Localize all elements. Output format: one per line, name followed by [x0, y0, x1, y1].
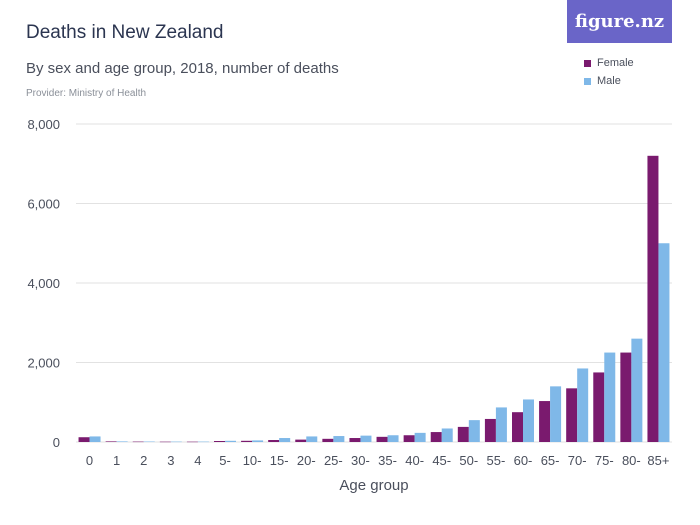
bar-male	[252, 440, 264, 442]
bar-female	[484, 418, 496, 442]
legend-label-female: Female	[597, 57, 634, 69]
bar-female	[566, 388, 578, 442]
bar-female	[457, 426, 469, 442]
x-tick-label: 20-	[297, 453, 316, 468]
bar-female	[430, 432, 442, 442]
x-tick-label: 55-	[487, 453, 506, 468]
legend-item-female: Female	[584, 54, 634, 72]
x-tick-label: 4	[194, 453, 201, 468]
x-tick-label: 60-	[514, 453, 533, 468]
x-tick-label: 5-	[219, 453, 231, 468]
x-tick-label: 70-	[568, 453, 587, 468]
legend-item-male: Male	[584, 72, 634, 90]
y-tick-label: 4,000	[27, 276, 60, 291]
bar-female	[214, 441, 225, 442]
bar-female	[647, 155, 659, 443]
x-tick-label: 1	[113, 453, 120, 468]
bar-male	[170, 441, 182, 443]
x-axis-title: Age group	[339, 477, 408, 494]
x-tick-label: 65-	[541, 453, 560, 468]
bar-male	[658, 243, 670, 442]
bar-male	[306, 436, 318, 442]
legend: Female Male	[584, 54, 634, 90]
bar-female	[403, 435, 415, 442]
x-tick-label: 2	[140, 453, 147, 468]
chart-subtitle: By sex and age group, 2018, number of de…	[26, 60, 339, 77]
bar-male	[523, 399, 534, 442]
x-tick-label: 35-	[378, 453, 397, 468]
bar-male	[333, 436, 345, 442]
brand-logo[interactable]: figure.nz	[567, 0, 672, 43]
x-tick-label: 30-	[351, 453, 370, 468]
bar-male	[197, 441, 209, 443]
x-tick-label: 25-	[324, 453, 343, 468]
x-tick-label: 50-	[459, 453, 478, 468]
legend-swatch-male	[584, 77, 591, 85]
bar-female	[159, 441, 171, 443]
bar-female	[78, 437, 90, 442]
x-tick-label: 0	[86, 453, 93, 468]
bar-female	[322, 438, 334, 442]
bar-female	[105, 441, 117, 442]
x-tick-label: 10-	[243, 453, 262, 468]
bar-female	[132, 441, 144, 443]
bar-male	[604, 352, 616, 442]
x-tick-label: 45-	[432, 453, 451, 468]
bar-female	[349, 438, 361, 442]
bar-male	[143, 441, 155, 443]
bar-female	[241, 440, 253, 442]
bar-female	[186, 441, 198, 443]
bar-female	[295, 439, 307, 442]
bar-male	[495, 407, 507, 442]
bar-female	[620, 352, 632, 442]
legend-swatch-female	[584, 59, 591, 67]
bar-male	[279, 438, 291, 442]
bar-female	[593, 372, 605, 442]
bar-female	[539, 401, 551, 442]
bar-female	[268, 440, 280, 442]
chart-title: Deaths in New Zealand	[26, 22, 224, 43]
x-tick-label: 80-	[622, 453, 641, 468]
legend-label-male: Male	[597, 75, 621, 87]
y-tick-label: 0	[53, 435, 60, 450]
bar-male	[89, 436, 101, 442]
y-tick-label: 6,000	[27, 197, 60, 212]
bar-female	[376, 436, 388, 442]
bar-male	[414, 432, 426, 442]
x-tick-label: 85+	[647, 453, 669, 468]
provider-note: Provider: Ministry of Health	[26, 88, 147, 99]
bar-male	[550, 386, 562, 442]
x-tick-label: 15-	[270, 453, 289, 468]
x-tick-label: 40-	[405, 453, 424, 468]
bar-male	[577, 368, 589, 442]
y-tick-label: 2,000	[27, 356, 60, 371]
bar-male	[468, 420, 480, 442]
bar-male	[387, 435, 399, 442]
x-tick-label: 75-	[595, 453, 614, 468]
bar-male	[631, 338, 643, 442]
bar-male	[360, 435, 372, 442]
bar-female	[512, 412, 523, 442]
bar-male	[225, 440, 236, 442]
bar-male	[116, 441, 128, 442]
y-tick-label: 8,000	[27, 117, 60, 132]
bar-male	[441, 428, 453, 442]
x-tick-label: 3	[167, 453, 174, 468]
